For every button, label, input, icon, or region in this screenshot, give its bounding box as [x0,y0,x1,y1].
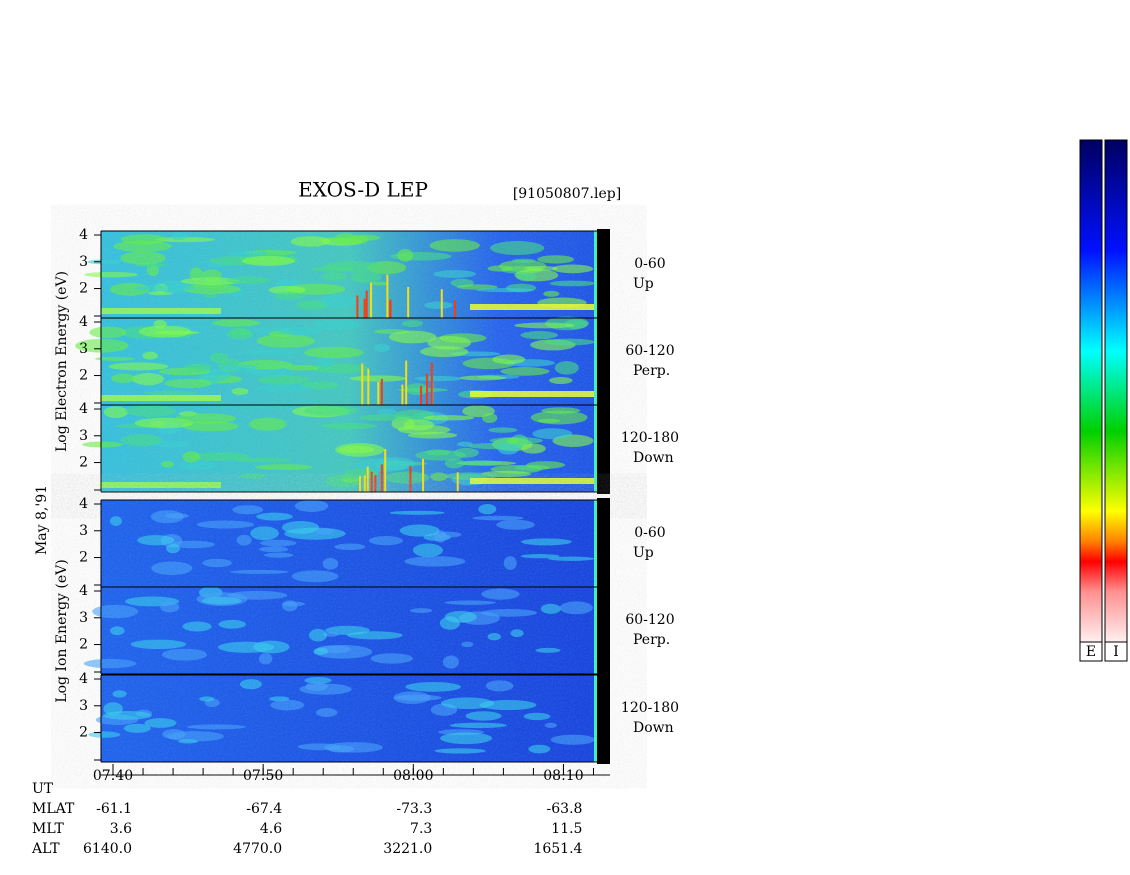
x-tick-label: 07:50 [243,768,283,784]
colorbar-label-box [1104,641,1128,662]
texture-noise [101,231,597,492]
ephem-value: 11.5 [551,821,582,837]
black-strip [597,229,610,494]
y-tick-label: 3 [79,428,88,444]
edge-strip [594,231,597,492]
pitch-range: 60-120 [625,612,674,628]
ephem-value: 3221.0 [383,841,432,857]
y-tick-label: 3 [79,698,88,714]
colorbar-label: I [1113,644,1119,660]
edge-strip [594,500,597,762]
y-tick-label: 3 [79,341,88,357]
x-tick-label: 08:00 [393,768,433,784]
y-tick-label: 2 [79,637,88,653]
y-tick-label: 3 [79,254,88,270]
ephem-label: UT [32,781,54,797]
pitch-range: 120-180 [621,430,679,446]
ephem-label: MLT [32,821,64,837]
pitch-range: 120-180 [621,700,679,716]
colorbar [1079,139,1103,643]
texture-noise [101,500,597,762]
y-tick-label: 4 [79,496,88,512]
ephem-value: 4770.0 [233,841,282,857]
species-label: Log Ion Energy (eV) [54,559,70,702]
ephem-value: 3.6 [110,821,132,837]
y-tick-label: 4 [79,227,88,243]
ephem-value: -67.4 [246,801,282,817]
ephem-value: 1651.4 [533,841,582,857]
colorbar-label-box [1079,641,1103,662]
ephem-label: ALT [31,841,60,857]
title: EXOS-D LEP [298,178,428,202]
y-tick-label: 2 [79,368,88,384]
ephem-value: 4.6 [260,821,282,837]
y-tick-label: 4 [79,671,88,687]
colorbar [1104,139,1128,643]
species-label: Log Electron Energy (eV) [54,271,70,452]
y-tick-label: 2 [79,281,88,297]
y-tick-label: 3 [79,523,88,539]
y-tick-label: 4 [79,583,88,599]
y-tick-label: 3 [79,610,88,626]
date: May 8,'91 [34,485,50,555]
pitch-direction: Up [633,276,654,292]
y-tick-label: 2 [79,455,88,471]
pitch-range: 60-120 [625,343,674,359]
y-tick-label: 4 [79,314,88,330]
pitch-direction: Perp. [633,632,670,648]
pitch-direction: Down [633,720,674,736]
black-strip [597,498,610,764]
y-tick-label: 2 [79,550,88,566]
ephem-value: -73.3 [396,801,432,817]
colorbar-label: E [1086,644,1096,660]
pitch-range: 0-60 [634,256,665,272]
x-tick-label: 07:40 [93,768,133,784]
ephem-label: MLAT [32,801,75,817]
x-tick-label: 08:10 [543,768,583,784]
file-name: [91050807.lep] [513,186,621,202]
y-tick-label: 4 [79,401,88,417]
ephem-value: 7.3 [410,821,432,837]
pitch-direction: Up [633,545,654,561]
pitch-range: 0-60 [634,525,665,541]
y-tick-label: 2 [79,725,88,741]
pitch-direction: Perp. [633,363,670,379]
ephem-value: -63.8 [547,801,583,817]
pitch-direction: Down [633,450,674,466]
ephem-value: 6140.0 [83,841,132,857]
ephem-value: -61.1 [96,801,132,817]
